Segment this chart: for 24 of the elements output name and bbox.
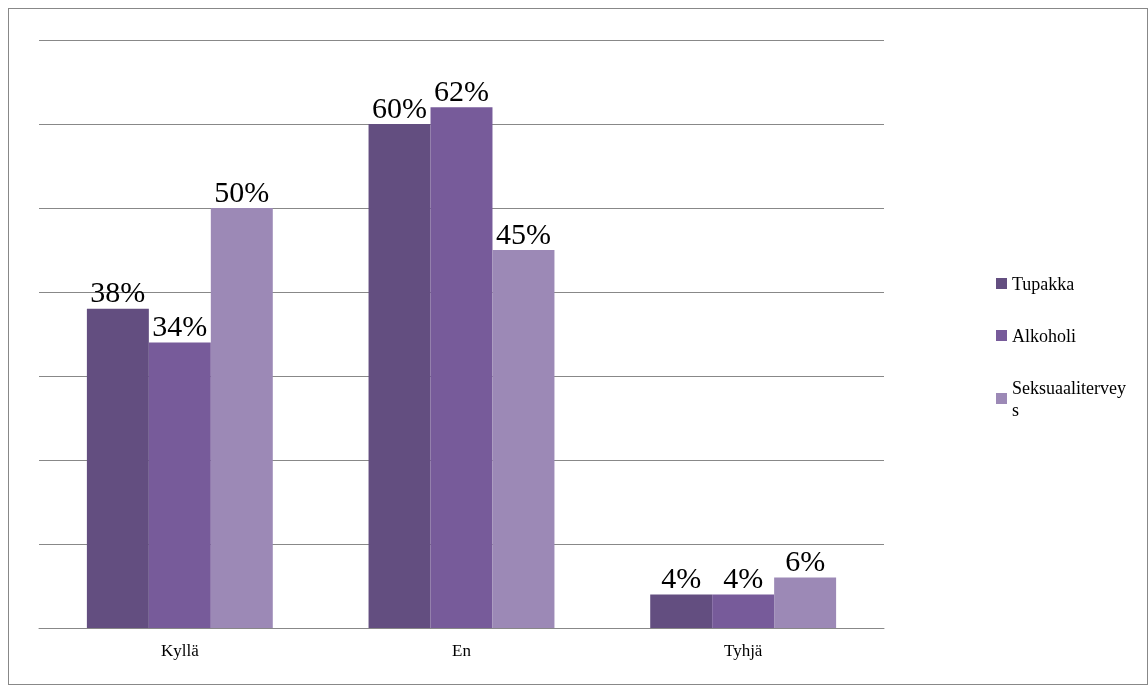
- bar: [430, 107, 493, 628]
- data-label: 4%: [661, 560, 702, 594]
- bar: [86, 308, 149, 628]
- bar: [712, 594, 775, 628]
- data-label: 6%: [785, 544, 826, 578]
- legend-label: Tupakka: [1012, 273, 1075, 294]
- bar: [650, 594, 713, 628]
- data-label: 4%: [723, 560, 764, 594]
- x-tick-label: En: [452, 641, 472, 660]
- bar: [368, 124, 431, 628]
- data-label: 38%: [90, 275, 146, 309]
- bar: [210, 208, 273, 628]
- x-tick-label: Tyhjä: [723, 641, 763, 660]
- bar: [148, 342, 211, 628]
- data-label: 45%: [495, 216, 551, 250]
- data-label: 62%: [434, 73, 489, 107]
- x-tick-label: Kyllä: [160, 641, 200, 660]
- data-label: 34%: [152, 308, 208, 342]
- legend-label: Alkoholi: [1012, 325, 1077, 346]
- data-label: 50%: [214, 174, 270, 208]
- bar: [492, 250, 555, 628]
- bar: [774, 577, 837, 628]
- legend-label: Seksuaaliterveys: [1012, 377, 1126, 420]
- data-label: 60%: [372, 90, 428, 124]
